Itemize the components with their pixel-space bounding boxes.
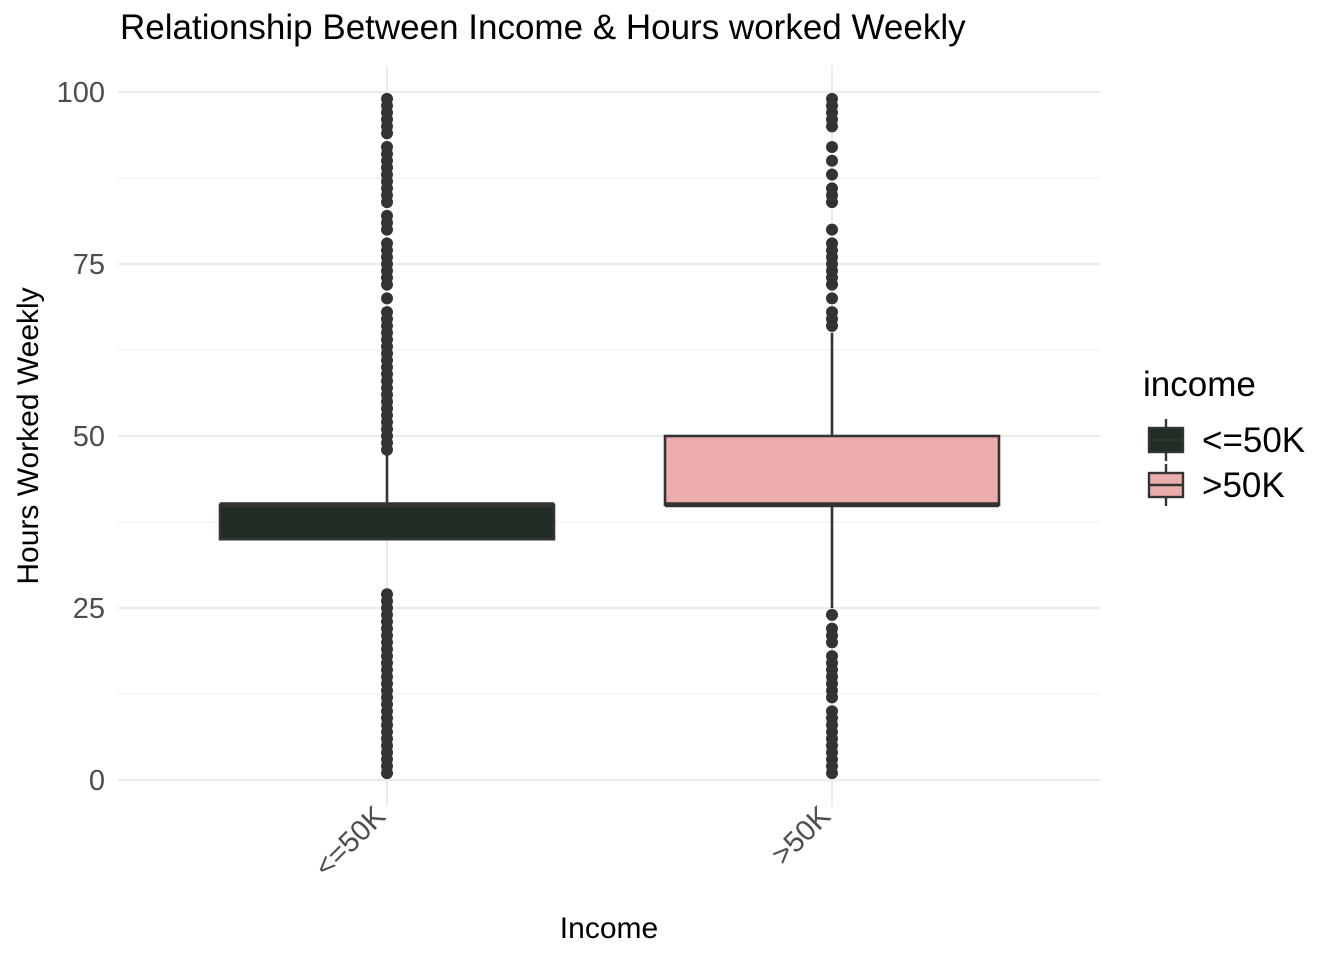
legend: income <=50K >50K <box>1143 365 1305 506</box>
x-axis-title: Income <box>560 912 658 945</box>
legend-label: <=50K <box>1202 421 1305 460</box>
outlier-point <box>381 141 393 154</box>
outlier-point <box>826 237 838 250</box>
y-tick-label: 75 <box>73 249 105 281</box>
outlier-point <box>381 237 393 250</box>
x-tick-label: <=50K <box>309 800 393 884</box>
outlier-point <box>381 92 393 105</box>
outlier-point <box>826 182 838 195</box>
outlier-point <box>381 292 393 305</box>
outlier-point <box>826 306 838 319</box>
box-group-le50k <box>218 92 556 780</box>
outlier-point <box>381 588 393 601</box>
y-tick-label: 50 <box>73 421 105 453</box>
y-axis-title: Hours Worked Weekly <box>12 287 45 584</box>
box <box>218 503 556 541</box>
legend-label: >50K <box>1202 466 1285 505</box>
y-tick-label: 0 <box>89 765 105 797</box>
outlier-point <box>826 92 838 105</box>
chart-title: Relationship Between Income & Hours work… <box>120 8 966 47</box>
outlier-point <box>826 650 838 663</box>
legend-key <box>1147 419 1185 461</box>
outlier-point <box>826 292 838 305</box>
x-axis-ticks: <=50K >50K <box>309 800 838 884</box>
outlier-point <box>381 209 393 222</box>
outlier-point <box>826 141 838 154</box>
box <box>663 434 1001 507</box>
box-layer <box>218 92 1001 780</box>
y-tick-label: 100 <box>57 77 105 109</box>
outlier-point <box>826 168 838 181</box>
x-tick-label: >50K <box>766 800 838 872</box>
outlier-point <box>826 622 838 635</box>
outlier-point <box>826 154 838 167</box>
legend-key <box>1147 464 1185 506</box>
outlier-point <box>826 705 838 718</box>
legend-title: income <box>1143 365 1256 404</box>
outlier-point <box>381 306 393 319</box>
y-tick-label: 25 <box>73 593 105 625</box>
outlier-point <box>826 223 838 236</box>
outlier-point <box>826 608 838 621</box>
box-group-gt50k <box>663 92 1001 780</box>
y-axis-ticks: 0 25 50 75 100 <box>57 77 105 797</box>
